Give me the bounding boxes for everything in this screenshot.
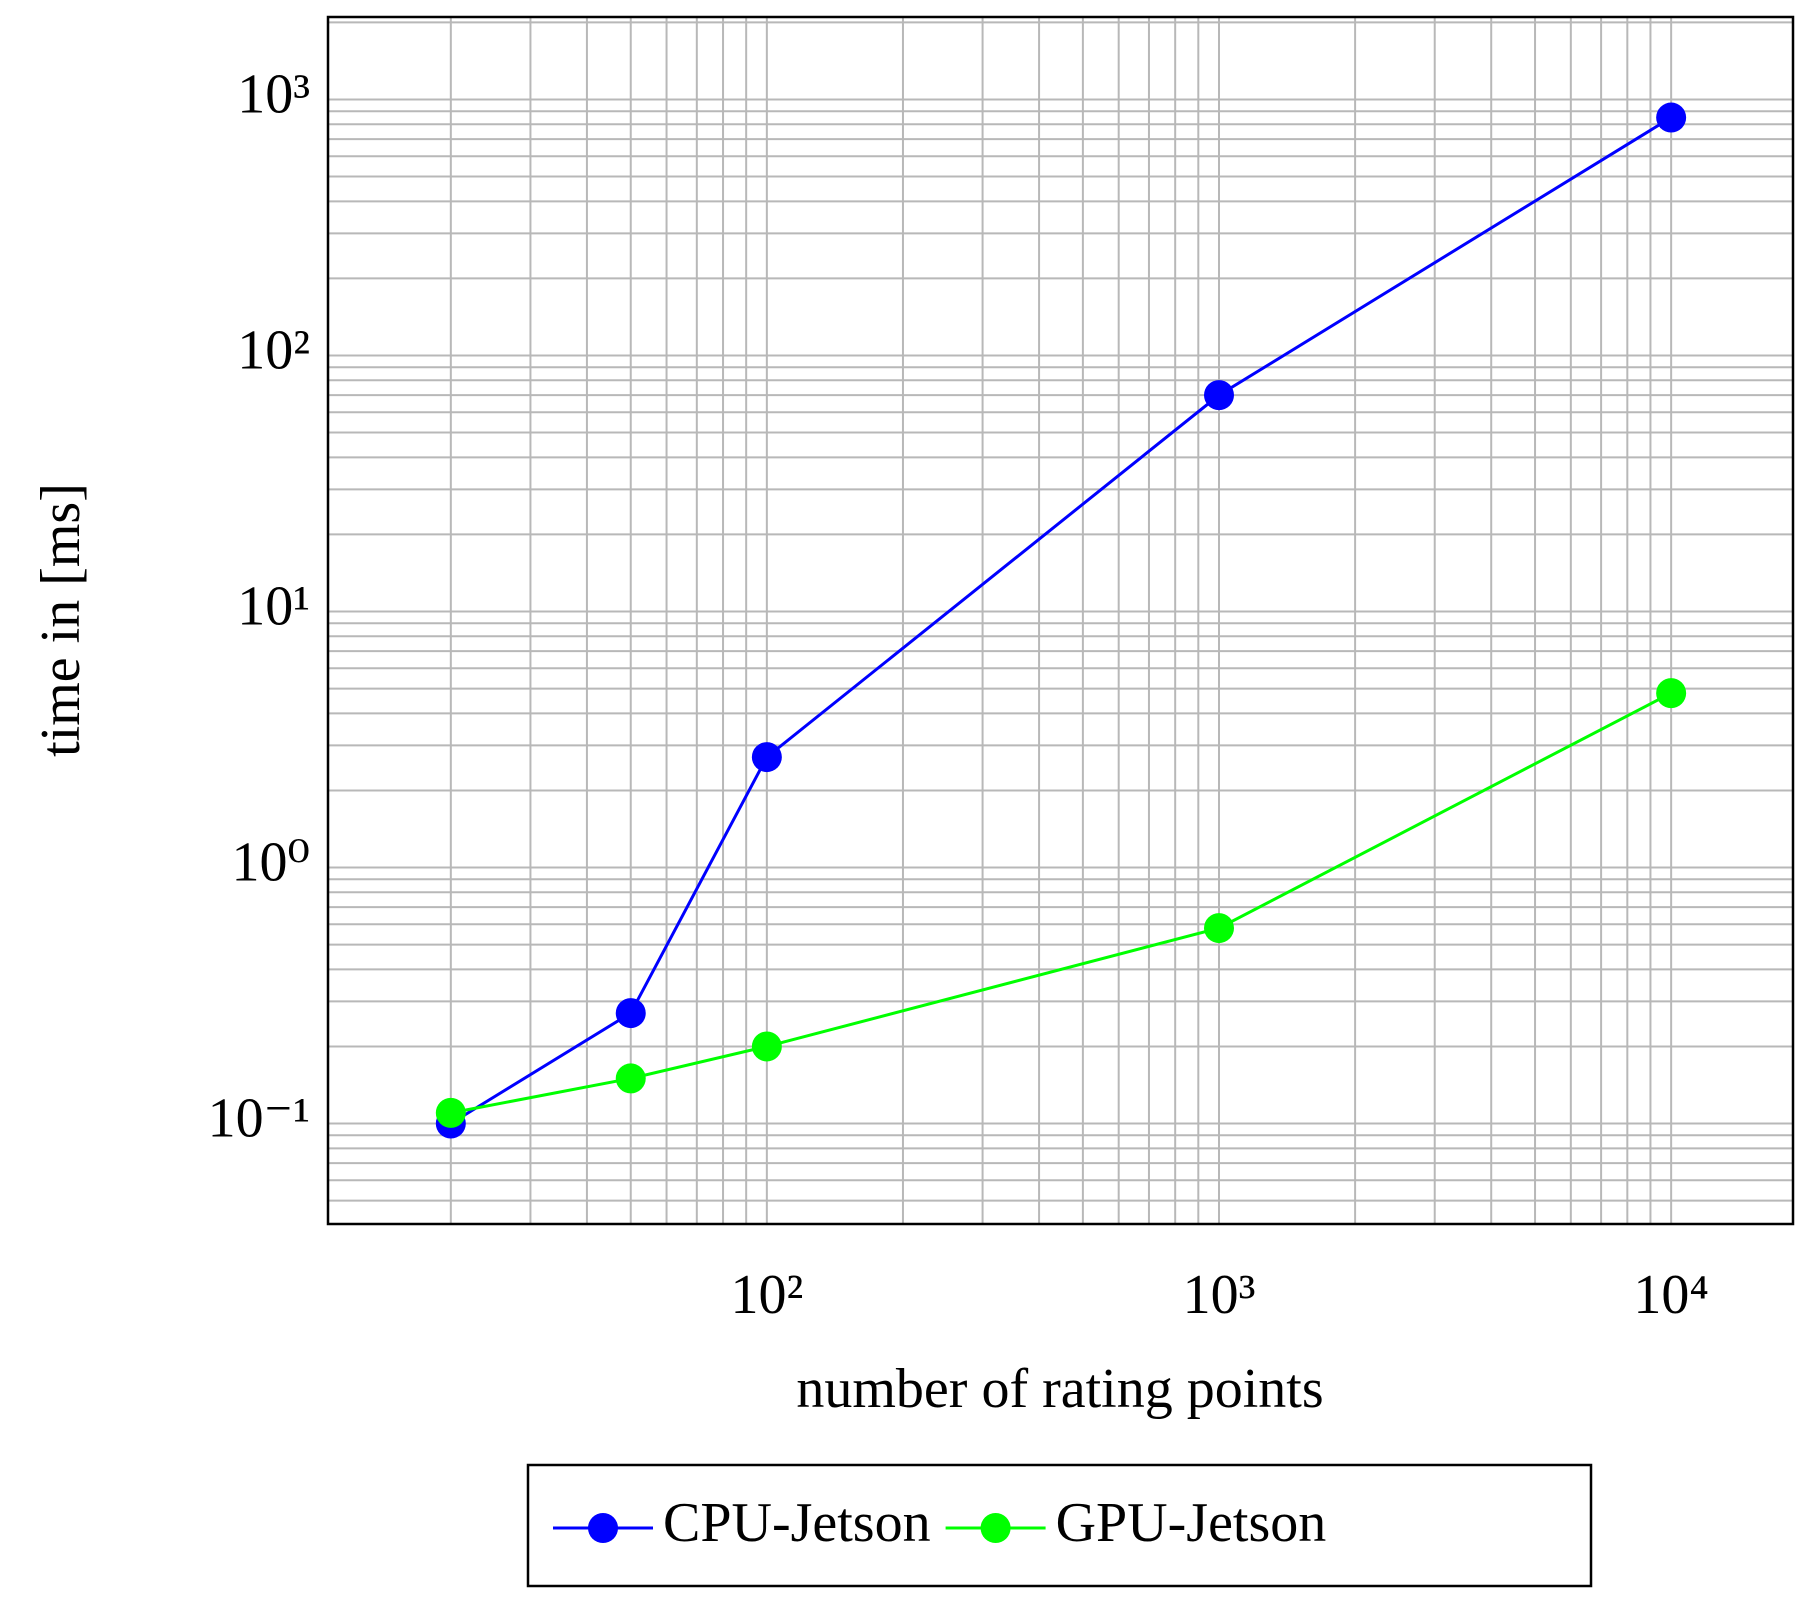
y-tick-label: 10¹ xyxy=(237,575,310,637)
data-point xyxy=(435,1097,466,1128)
data-point xyxy=(615,998,646,1029)
y-tick-label: 10⁰ xyxy=(232,831,310,893)
series-line xyxy=(450,116,1672,1125)
grid xyxy=(328,17,1793,1224)
plot-area xyxy=(435,102,1687,1139)
y-tick-label: 10³ xyxy=(237,63,310,125)
x-axis-label: number of rating points xyxy=(796,1358,1323,1420)
legend-box xyxy=(526,1463,1593,1588)
data-point xyxy=(1203,380,1234,411)
legend-marker xyxy=(980,1513,1011,1543)
data-point xyxy=(751,742,782,773)
x-tick-label: 10⁴ xyxy=(1633,1264,1709,1326)
legend: CPU-Jetson GPU-Jetson xyxy=(553,1492,1326,1554)
data-point xyxy=(615,1063,646,1094)
x-tick-label: 10² xyxy=(730,1264,803,1326)
legend-marker xyxy=(588,1513,618,1543)
data-point xyxy=(1656,102,1687,133)
legend-label: CPU-Jetson xyxy=(663,1492,931,1554)
y-tick-label: 10² xyxy=(237,319,310,381)
x-tick-label: 10³ xyxy=(1183,1264,1256,1326)
plot-frame xyxy=(326,15,1795,1226)
legend-label: GPU-Jetson xyxy=(1056,1492,1327,1554)
series-line xyxy=(450,691,1672,1115)
y-axis-label: time in [ms] xyxy=(30,483,92,757)
data-point xyxy=(1656,678,1687,709)
data-point xyxy=(751,1031,782,1062)
y-tick-label: 10⁻¹ xyxy=(208,1087,310,1149)
data-point xyxy=(1203,913,1234,944)
